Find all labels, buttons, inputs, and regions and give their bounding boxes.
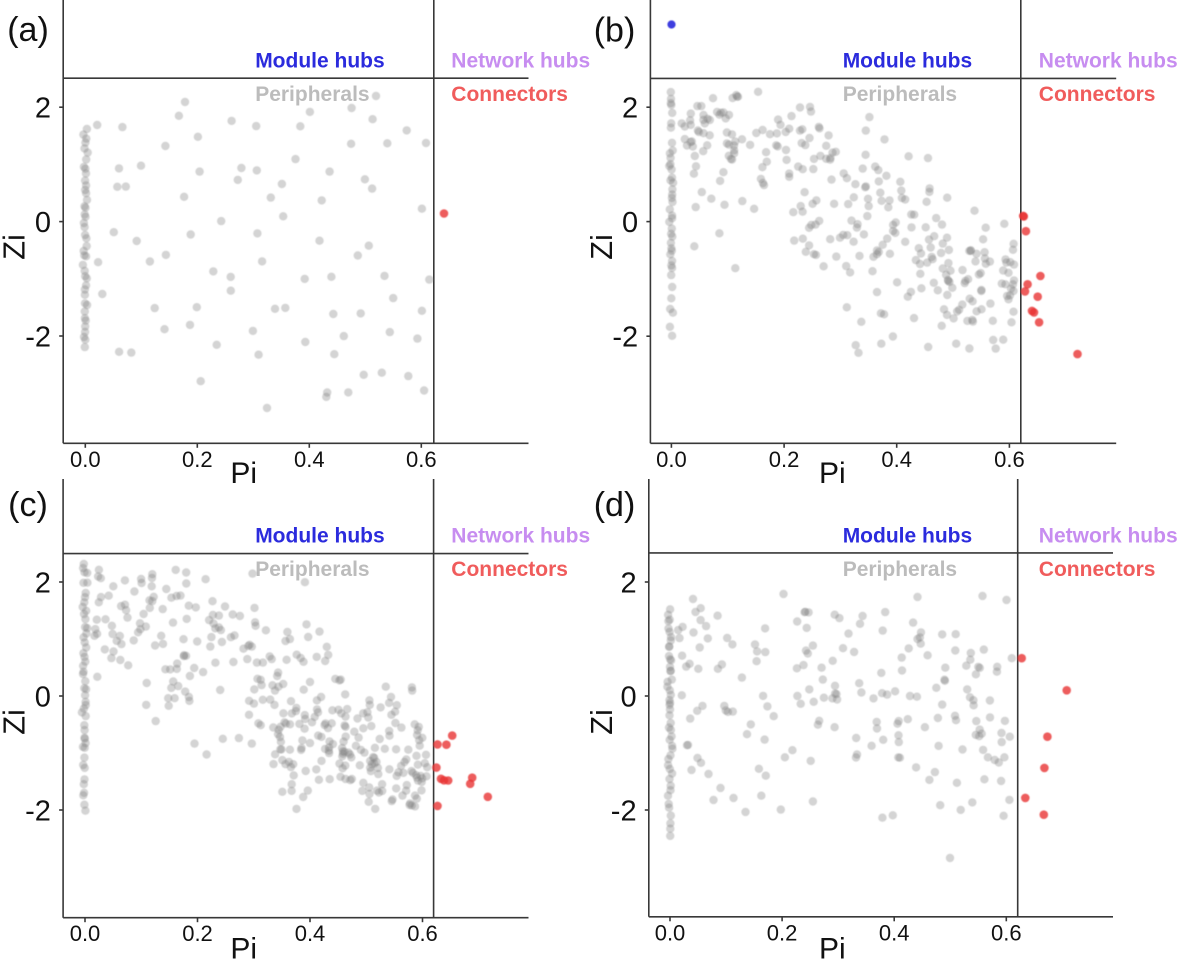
svg-text:2: 2 [620,567,636,599]
svg-text:0.6: 0.6 [406,447,437,472]
svg-text:Pi: Pi [819,457,846,490]
svg-text:Zi: Zi [0,709,32,735]
svg-text:Module hubs: Module hubs [255,524,385,547]
svg-text:0.6: 0.6 [407,921,438,946]
svg-text:Module hubs: Module hubs [843,49,973,72]
svg-text:2: 2 [622,93,638,125]
svg-text:Network hubs: Network hubs [451,524,590,547]
svg-text:Zi: Zi [0,234,32,260]
svg-text:Connectors: Connectors [451,83,568,106]
svg-text:Network hubs: Network hubs [1039,524,1178,547]
svg-text:-2: -2 [611,795,637,827]
svg-text:0.0: 0.0 [656,447,687,472]
svg-text:Zi: Zi [584,234,619,260]
svg-text:0.6: 0.6 [991,920,1022,945]
svg-text:0.6: 0.6 [994,447,1025,472]
svg-text:-2: -2 [25,795,51,827]
svg-text:0.0: 0.0 [70,447,101,472]
svg-text:2: 2 [35,93,51,125]
svg-text:0.0: 0.0 [655,920,686,945]
svg-text:0.2: 0.2 [182,921,213,946]
svg-text:0.2: 0.2 [767,920,798,945]
svg-text:0.4: 0.4 [294,447,325,472]
svg-text:Pi: Pi [230,457,257,490]
svg-text:0.4: 0.4 [295,921,326,946]
svg-text:Peripherals: Peripherals [843,83,957,106]
svg-text:0: 0 [622,207,638,239]
svg-text:(c): (c) [8,486,48,524]
svg-text:0.0: 0.0 [70,921,101,946]
svg-text:Peripherals: Peripherals [255,83,369,106]
svg-text:Connectors: Connectors [451,558,568,581]
svg-text:0: 0 [35,207,51,239]
svg-text:Module hubs: Module hubs [843,524,973,547]
svg-text:(b): (b) [594,11,636,49]
svg-text:Connectors: Connectors [1039,83,1156,106]
svg-text:Network hubs: Network hubs [1039,49,1178,72]
svg-text:0.4: 0.4 [879,920,910,945]
svg-text:0: 0 [35,681,51,713]
svg-text:0: 0 [620,681,636,713]
svg-text:Zi: Zi [584,709,619,735]
svg-text:-2: -2 [25,321,51,353]
svg-text:2: 2 [35,567,51,599]
svg-text:-2: -2 [612,322,638,354]
svg-text:(a): (a) [7,11,49,49]
svg-text:Peripherals: Peripherals [843,558,957,581]
svg-text:0.4: 0.4 [881,447,912,472]
svg-text:Connectors: Connectors [1039,558,1156,581]
svg-text:Network hubs: Network hubs [451,49,590,72]
svg-text:0.2: 0.2 [182,447,213,472]
svg-text:Peripherals: Peripherals [255,558,369,581]
svg-text:(d): (d) [594,486,636,524]
svg-text:Pi: Pi [230,932,257,962]
svg-text:Pi: Pi [819,932,846,962]
svg-text:0.2: 0.2 [769,447,800,472]
svg-text:Module hubs: Module hubs [255,49,385,72]
